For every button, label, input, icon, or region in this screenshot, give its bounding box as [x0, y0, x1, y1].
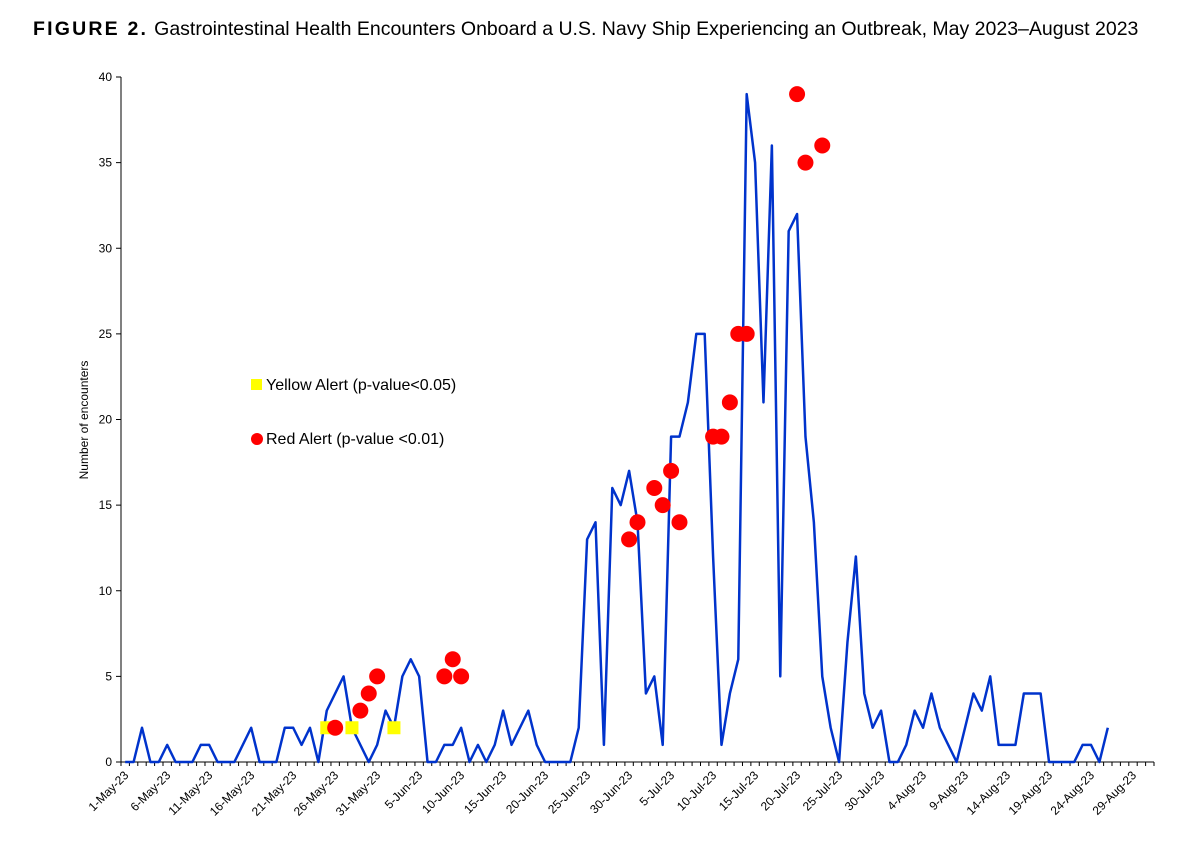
x-tick-label: 15-Jun-23: [461, 768, 509, 816]
yellow-alert-marker: [387, 721, 401, 735]
red-alert-marker: [453, 668, 470, 685]
x-tick-label: 4-Aug-23: [884, 768, 929, 813]
red-alert-marker: [360, 685, 377, 702]
x-tick-label: 1-May-23: [86, 768, 132, 814]
x-tick-label: 5-Jul-23: [637, 768, 678, 809]
red-alert-marker: [789, 86, 806, 103]
red-alert-marker: [369, 668, 386, 685]
x-tick-label: 30-Jul-23: [842, 768, 888, 814]
y-tick-label: 15: [99, 498, 113, 512]
alert-markers: [320, 86, 831, 736]
yellow-alert-marker: [345, 721, 359, 735]
y-tick-label: 20: [99, 413, 113, 427]
x-tick-label: 5-Jun-23: [382, 768, 426, 812]
figure-title-text: Gastrointestinal Health Encounters Onboa…: [154, 18, 1139, 40]
x-tick-label: 25-Jun-23: [545, 768, 593, 816]
legend-yellow-square-icon: [251, 379, 262, 390]
x-tick-label: 15-Jul-23: [716, 768, 762, 814]
red-alert-marker: [663, 462, 680, 479]
red-alert-marker: [621, 531, 638, 548]
y-ticks: 0 5 10 15 20 25 30 35 40: [99, 70, 121, 769]
red-alert-marker: [721, 394, 738, 411]
x-tick-label: 29-Aug-23: [1090, 768, 1140, 818]
x-tick-label: 24-Aug-23: [1048, 768, 1098, 818]
legend-yellow-label: Yellow Alert (p-value<0.05): [266, 377, 456, 394]
y-tick-label: 10: [99, 584, 113, 598]
y-tick-label: 25: [99, 327, 113, 341]
y-tick-label: 40: [99, 70, 113, 84]
red-alert-marker: [629, 514, 646, 531]
red-alert-marker: [646, 480, 663, 496]
x-tick-label: 31-May-23: [333, 768, 384, 819]
red-alert-marker: [797, 154, 814, 171]
legend-red-label: Red Alert (p-value <0.01): [266, 431, 444, 448]
legend: Yellow Alert (p-value<0.05) Red Alert (p…: [251, 377, 456, 448]
x-tick-label: 25-Jul-23: [800, 768, 846, 814]
x-tick-label: 10-Jun-23: [419, 768, 467, 816]
red-alert-marker: [444, 651, 461, 668]
red-alert-marker: [654, 497, 671, 514]
red-alert-marker: [738, 325, 755, 342]
red-alert-marker: [327, 719, 344, 736]
red-alert-marker: [671, 514, 688, 531]
y-tick-label: 0: [105, 755, 112, 769]
figure-label: FIGURE 2.: [33, 18, 149, 40]
red-alert-marker: [713, 428, 730, 445]
x-ticks: 1-May-236-May-2311-May-2316-May-2321-May…: [86, 762, 1155, 819]
red-alert-marker: [352, 702, 369, 719]
y-tick-label: 5: [105, 669, 112, 683]
y-tick-label: 35: [99, 156, 113, 170]
x-tick-label: 19-Aug-23: [1006, 768, 1056, 818]
x-tick-label: 20-Jul-23: [758, 768, 804, 814]
legend-red-circle-icon: [251, 433, 263, 445]
y-axis-title: Number of encounters: [77, 361, 91, 480]
x-tick-label: 20-Jun-23: [503, 768, 551, 816]
x-tick-label: 10-Jul-23: [674, 768, 720, 814]
y-tick-label: 30: [99, 241, 113, 255]
figure-title: FIGURE 2. Gastrointestinal Health Encount…: [33, 18, 1138, 41]
series-line-encounters: [125, 92, 1110, 764]
x-tick-label: 30-Jun-23: [587, 768, 635, 816]
x-tick-label: 14-Aug-23: [964, 768, 1014, 818]
red-alert-marker: [436, 668, 453, 685]
red-alert-marker: [814, 137, 831, 154]
